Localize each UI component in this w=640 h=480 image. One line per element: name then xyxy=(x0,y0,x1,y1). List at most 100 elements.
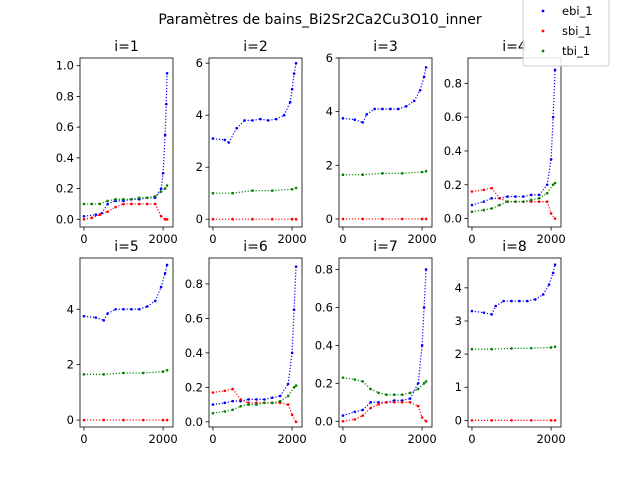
trace-segment xyxy=(154,203,162,217)
trace-segment xyxy=(527,298,536,302)
data-point xyxy=(165,218,169,221)
y-tick-label: 0.0 xyxy=(56,212,74,226)
x-tick-label: 0 xyxy=(80,432,87,446)
y-tick-label: 2 xyxy=(67,358,74,372)
legend-entry-ebi_1: ebi_1 xyxy=(541,4,593,18)
data-point xyxy=(424,420,428,423)
data-point xyxy=(114,198,117,201)
trace-segment xyxy=(154,191,162,197)
data-point xyxy=(102,373,106,376)
subplot-4: i=4 0 2000 0.0 0.2 0.4 0.6 0.8 xyxy=(444,39,566,246)
trace-segment xyxy=(483,197,492,203)
y-tick-label: 2 xyxy=(455,347,462,361)
trace-segment xyxy=(91,214,101,219)
subplot-1: i=1 0 2000 0.0 0.2 0.4 0.6 0.8 1.0 xyxy=(56,39,178,246)
x-tick-label: 2000 xyxy=(407,432,436,446)
y-tick-label: 0.8 xyxy=(315,262,333,276)
trace-segment xyxy=(212,402,225,406)
legend-label: tbi_1 xyxy=(562,44,590,58)
y-tick-label: 6 xyxy=(196,56,203,70)
axes-frame xyxy=(338,257,433,428)
y-tick-label: 0.4 xyxy=(315,338,333,352)
y-tick-label: 1.0 xyxy=(56,59,74,73)
y-tick-label: 0 xyxy=(455,413,462,427)
y-tick-label: 6 xyxy=(326,51,333,65)
series-points xyxy=(341,66,428,221)
trace-segment xyxy=(421,417,427,422)
figure-title: Paramètres de bains_Bi2Sr2Ca2Cu3O10_inne… xyxy=(158,12,482,28)
trace-segment xyxy=(232,405,241,411)
trace-segment xyxy=(362,172,383,176)
series-ebi_1 xyxy=(470,68,557,207)
trace-segment xyxy=(143,370,164,374)
trace-segment xyxy=(224,388,233,392)
y-tick-label: 2 xyxy=(196,160,203,174)
trace-segment xyxy=(491,204,500,209)
trace-segment xyxy=(538,184,548,196)
series-ebi_1 xyxy=(470,263,557,316)
trace-segment xyxy=(386,399,395,403)
y-tick-label: 1 xyxy=(455,380,462,394)
y-tick-label: 0.2 xyxy=(444,178,462,192)
trace-segment xyxy=(499,197,508,203)
subplot-title: i=3 xyxy=(373,39,398,55)
trace-segment xyxy=(423,67,427,77)
subplot-6: i=6 0 2000 0.0 0.2 0.4 0.6 0.8 xyxy=(185,239,307,446)
trace-segment xyxy=(366,108,375,115)
series-points xyxy=(341,268,428,423)
trace-segment xyxy=(354,409,363,413)
trace-segment xyxy=(146,300,156,307)
data-point xyxy=(361,408,365,412)
trace-segment xyxy=(212,390,225,394)
series-tbi_1 xyxy=(470,181,557,214)
series-sbi_1 xyxy=(211,387,298,424)
series-points xyxy=(211,61,298,221)
trace-segment xyxy=(293,385,297,388)
trace-segment xyxy=(417,345,423,384)
trace-segment xyxy=(147,195,156,199)
series-tbi_1 xyxy=(470,345,557,351)
x-tick-label: 2000 xyxy=(148,432,177,446)
data-point xyxy=(82,418,86,422)
trace-segment xyxy=(162,369,168,373)
trace-segment xyxy=(378,392,387,396)
trace-segment xyxy=(342,117,355,121)
trace-segment xyxy=(101,203,109,214)
trace-segment xyxy=(224,139,230,144)
trace-segment xyxy=(162,134,166,174)
data-point xyxy=(90,202,94,206)
legend-marker xyxy=(541,49,545,53)
series-tbi_1 xyxy=(82,184,169,206)
trace-segment xyxy=(552,182,556,186)
trace-segment xyxy=(417,405,423,418)
data-point xyxy=(294,384,298,387)
trace-segment xyxy=(160,215,166,220)
trace-segment xyxy=(279,395,289,402)
trace-segment xyxy=(293,63,297,74)
data-point xyxy=(424,268,428,271)
y-tick-label: 0 xyxy=(196,212,203,226)
series-ebi_1 xyxy=(82,263,169,322)
trace-segment xyxy=(236,119,246,129)
legend-marker xyxy=(541,29,545,33)
y-tick-label: 0.8 xyxy=(56,89,74,103)
trace-segment xyxy=(83,315,96,319)
trace-segment xyxy=(421,307,425,346)
legend-box xyxy=(522,0,610,67)
series-sbi_1 xyxy=(341,217,428,221)
trace-segment xyxy=(256,402,265,406)
trace-segment xyxy=(419,76,425,91)
trace-segment xyxy=(272,395,281,399)
trace-segment xyxy=(552,69,556,118)
trace-segment xyxy=(534,293,544,300)
trace-segment xyxy=(409,388,419,394)
x-tick-label: 0 xyxy=(339,432,346,446)
axes-frame xyxy=(79,257,174,428)
trace-segment xyxy=(471,189,484,193)
x-tick-label: 0 xyxy=(209,432,216,446)
trace-segment xyxy=(232,190,253,194)
trace-segment xyxy=(491,347,512,350)
trace-segment xyxy=(276,114,285,120)
series-tbi_1 xyxy=(211,186,298,195)
